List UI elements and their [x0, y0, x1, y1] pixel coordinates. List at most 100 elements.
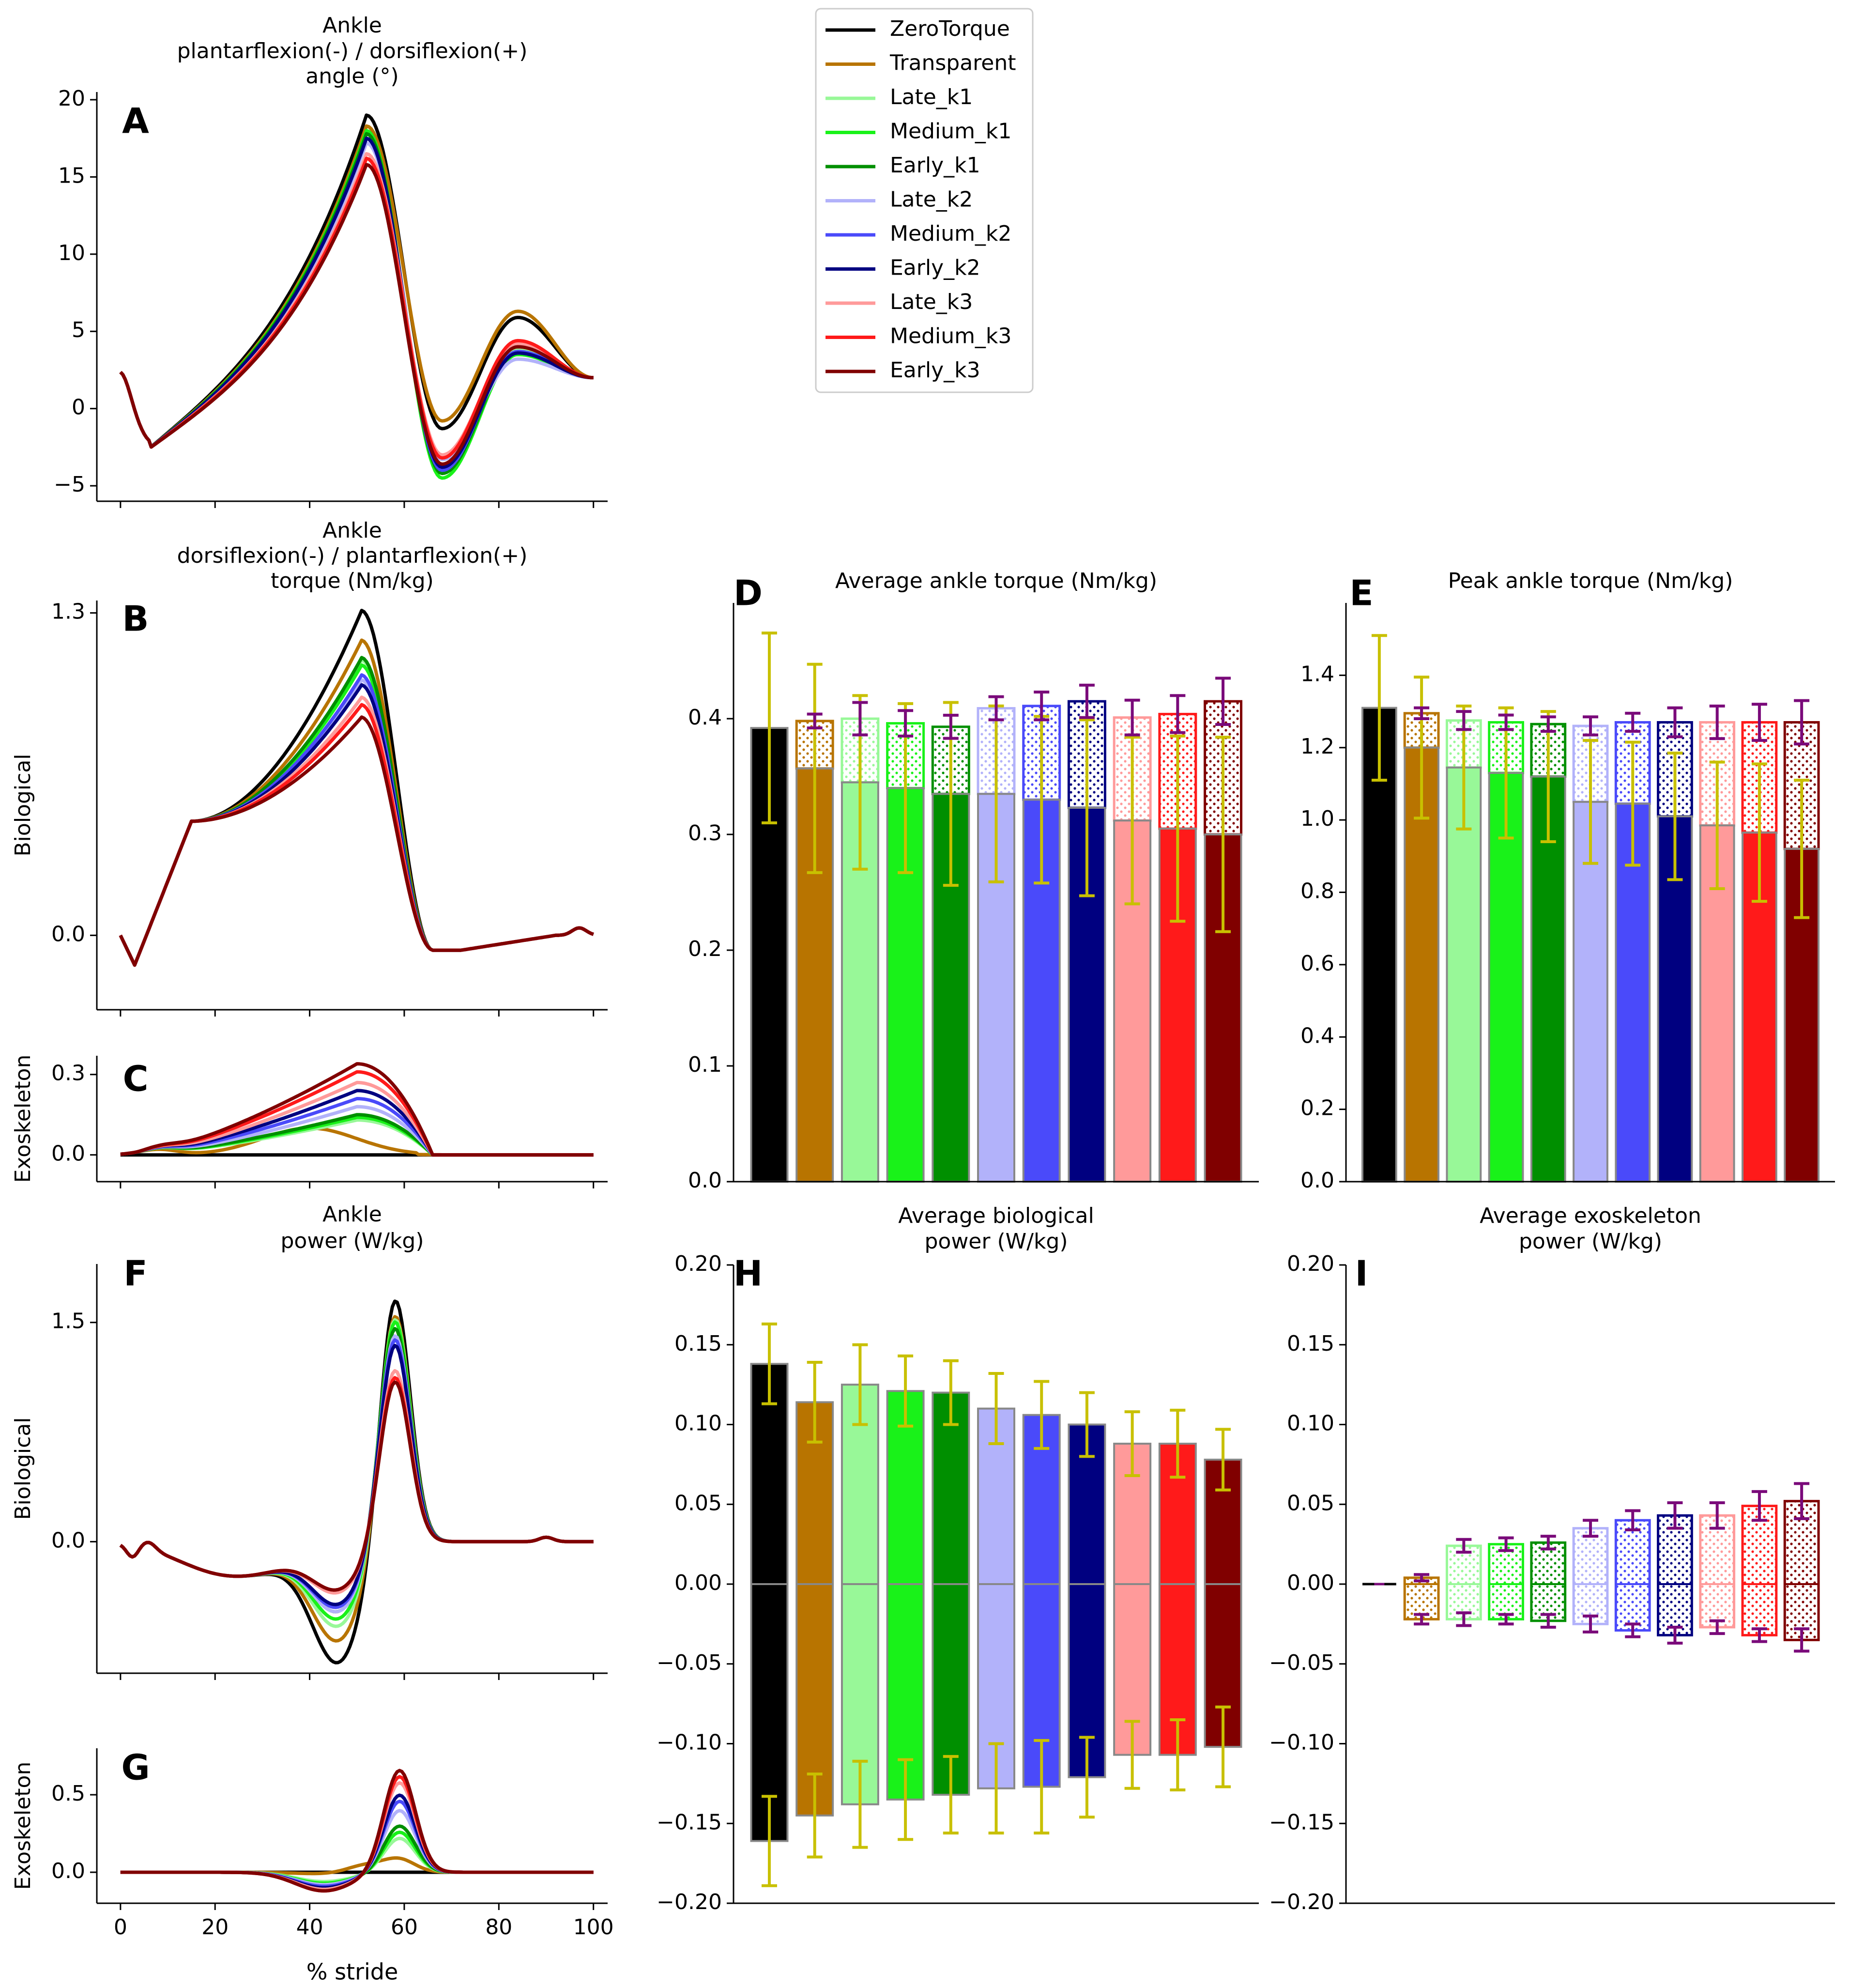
y-tick-label: 1.5: [51, 1309, 85, 1334]
bar-bio-Medium_k2: [1615, 802, 1651, 1183]
legend-label: Medium_k3: [890, 324, 1011, 349]
y-tick-label: 0.0: [1300, 1168, 1334, 1193]
panel-label: D: [734, 573, 763, 614]
bar-Early_k2: [1657, 1514, 1693, 1636]
y-tick-label: 0.4: [1300, 1023, 1334, 1048]
panel-C: C Exoskeleton 0.0 0.3: [11, 1055, 608, 1188]
y-tick-label: 0.15: [1287, 1331, 1334, 1356]
legend-box: [815, 8, 1034, 393]
y-tick-label: 0.20: [1287, 1251, 1334, 1276]
bar-Medium_k3: [1741, 1505, 1778, 1636]
series-line-Medium_k3: [119, 703, 594, 967]
y-tick-label: 20: [58, 86, 85, 111]
panel-title-line: dorsiflexion(-) / plantarflexion(+): [177, 543, 528, 568]
y-tick-label: 0: [72, 395, 85, 420]
x-axis-label: % stride: [306, 1959, 398, 1985]
y-tick-label: 0.6: [1300, 951, 1334, 976]
series-line-Early_k3: [119, 715, 594, 967]
legend-label: Early_k1: [890, 153, 980, 178]
bar-Early_k3: [1204, 1458, 1242, 1748]
bar-Medium_k2: [1614, 1519, 1651, 1632]
bar-bio-Transparent: [1404, 746, 1439, 1183]
panel-title-line: Average ankle torque (Nm/kg): [835, 569, 1157, 593]
legend-label: ZeroTorque: [890, 16, 1010, 41]
series-line-Late_k3: [119, 152, 594, 457]
x-tick-label: 0: [114, 1915, 127, 1940]
bar-Late_k3: [1699, 1514, 1736, 1629]
x-tick-label: 60: [391, 1915, 418, 1940]
y-tick-label: −0.05: [657, 1650, 722, 1675]
legend-label: Late_k3: [890, 290, 973, 314]
bar-Medium_k1: [1488, 1543, 1524, 1620]
y-tick-label: 1.3: [51, 600, 85, 624]
y-tick-label: 0.0: [688, 1168, 722, 1193]
panel-label: A: [122, 101, 149, 141]
legend-label: Early_k3: [890, 358, 980, 383]
bar-Medium_k2: [1022, 1414, 1061, 1788]
bar-Medium_k1: [886, 1390, 925, 1801]
y-axis-label: Exoskeleton: [11, 1055, 35, 1183]
y-tick-label: −0.15: [1269, 1810, 1334, 1834]
legend-label: Late_k2: [890, 187, 973, 212]
bar-bio-Late_k1: [841, 781, 879, 1183]
panel-title-line: Ankle: [322, 13, 382, 38]
y-tick-label: 1.0: [1300, 806, 1334, 831]
panel-label: B: [122, 599, 149, 639]
y-tick-label: −5: [54, 472, 85, 497]
x-tick-label: 100: [573, 1915, 614, 1940]
y-tick-label: 0.0: [51, 1141, 85, 1166]
y-tick-label: −0.20: [1269, 1890, 1334, 1914]
bar-Early_k2: [1068, 1423, 1106, 1778]
panel-title-line: Peak ankle torque (Nm/kg): [1448, 569, 1733, 593]
bar-Early_k1: [1530, 1541, 1567, 1622]
panel-title-line: power (W/kg): [924, 1229, 1068, 1254]
legend-label: Early_k2: [890, 256, 980, 280]
bar-Late_k3: [1113, 1443, 1152, 1756]
panel-title-line: plantarflexion(-) / dorsiflexion(+): [177, 39, 528, 63]
bar-Early_k3: [1783, 1500, 1820, 1641]
y-tick-label: 0.05: [1287, 1491, 1334, 1515]
legend: ZeroTorque Transparent Late_k1 Medium_k1 Ear…: [815, 8, 1034, 393]
y-tick-label: 10: [58, 241, 85, 265]
y-tick-label: 0.00: [674, 1571, 722, 1595]
series-line-Early_k3: [120, 1062, 594, 1157]
panel-title-line: power (W/kg): [280, 1229, 424, 1253]
y-tick-label: 15: [58, 163, 85, 188]
bar-Early_k1: [932, 1391, 970, 1796]
y-tick-label: 0.20: [674, 1251, 722, 1276]
panel-label: G: [121, 1747, 150, 1788]
series-line-Early_k3: [119, 1380, 594, 1592]
y-axis-label: Biological: [11, 754, 35, 856]
bar-Medium_k3: [1158, 1443, 1197, 1756]
panel-G: G Exoskeleton 0.0 0.5 0 20 40 60 80 100 % stride: [11, 1747, 614, 1985]
x-tick-label: 40: [296, 1915, 323, 1940]
legend-label: Medium_k2: [890, 221, 1011, 246]
panel-title-line: Average biological: [898, 1203, 1094, 1228]
panel-D: Average ankle torque (Nm/kg) D 0.0 0.1 0.2 0.…: [688, 569, 1259, 1193]
bar-Transparent: [795, 1401, 834, 1817]
y-tick-label: −0.10: [1269, 1730, 1334, 1755]
y-tick-label: 0.0: [51, 922, 85, 946]
series-line-Early_k3: [119, 163, 594, 466]
y-tick-label: −0.15: [657, 1810, 722, 1834]
y-tick-label: 0.15: [674, 1331, 722, 1356]
y-axis-label: Biological: [11, 1417, 35, 1520]
legend-label: Medium_k1: [890, 119, 1011, 144]
y-tick-label: 0.4: [688, 705, 722, 730]
x-tick-label: 20: [201, 1915, 229, 1940]
y-tick-label: −0.20: [657, 1890, 722, 1914]
legend-label: Transparent: [889, 51, 1016, 76]
y-tick-label: 1.4: [1300, 662, 1334, 686]
panel-label: I: [1355, 1253, 1368, 1294]
y-axis-label: Exoskeleton: [11, 1762, 35, 1890]
y-tick-label: −0.05: [1269, 1650, 1334, 1675]
panel-title-line: power (W/kg): [1519, 1229, 1662, 1254]
bar-Late_k1: [841, 1384, 879, 1805]
panel-title-line: Ankle: [322, 1202, 382, 1227]
y-tick-label: 0.1: [688, 1052, 722, 1077]
